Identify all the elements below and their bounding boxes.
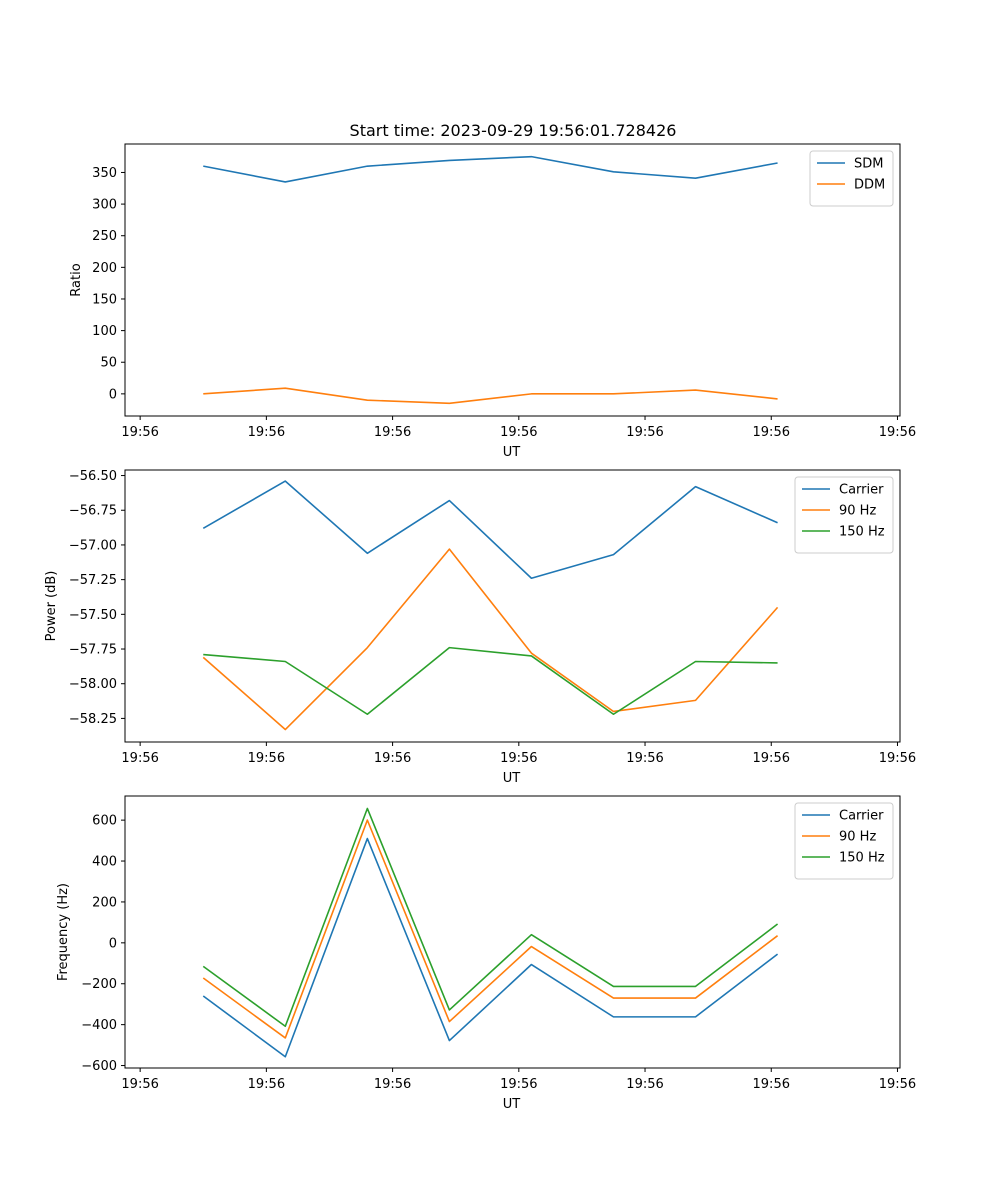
- power-legend-label: 90 Hz: [839, 504, 876, 519]
- ratio-axes-frame: [124, 143, 901, 417]
- power-legend-label: Carrier: [839, 483, 884, 498]
- frequency-y-tick-label: −400: [81, 1018, 117, 1033]
- ratio-y-tick-label: 350: [92, 166, 117, 181]
- power-x-tick-label: 19:56: [121, 751, 158, 766]
- power-x-axis-label: UT: [503, 771, 521, 786]
- ratio-x-tick-label: 19:56: [500, 425, 537, 440]
- frequency-legend-box: [794, 802, 894, 880]
- power-x-tick-label: 19:56: [753, 751, 790, 766]
- frequency-series-90-hz-line: [202, 819, 779, 1039]
- ratio-x-tick-label: 19:56: [626, 425, 663, 440]
- power-legend: Carrier 90 Hz 150 Hz: [794, 476, 894, 554]
- frequency-x-tick-label: 19:56: [879, 1077, 916, 1092]
- ratio-x-axis-label: UT: [503, 445, 521, 460]
- ratio-y-tick-label: 300: [92, 198, 117, 213]
- power-y-tick-label: −56.50: [69, 469, 117, 484]
- frequency-legend-label: 150 Hz: [839, 851, 885, 866]
- power-x-tick-label: 19:56: [248, 751, 285, 766]
- ratio-x-tick-label: 19:56: [248, 425, 285, 440]
- frequency-x-tick-label: 19:56: [248, 1077, 285, 1092]
- ratio-y-tick-label: 200: [92, 261, 117, 276]
- ratio-legend-label: DDM: [854, 178, 885, 193]
- ratio-y-tick-label: 150: [92, 292, 117, 307]
- power-y-tick-label: −57.25: [69, 573, 117, 588]
- frequency-y-axis-label: Frequency (Hz): [56, 883, 71, 981]
- power-x-tick-label: 19:56: [500, 751, 537, 766]
- power-y-tick-label: −57.00: [69, 538, 117, 553]
- frequency-panel: −600 −400 −200 0 200 400 600 19:56 19:56 19:56 19:…: [56, 795, 916, 1112]
- frequency-legend: Carrier 90 Hz 150 Hz: [794, 802, 894, 880]
- power-x-tick-label: 19:56: [879, 751, 916, 766]
- ratio-x-tick-label: 19:56: [374, 425, 411, 440]
- ratio-x-tick-label: 19:56: [879, 425, 916, 440]
- power-y-tick-label: −56.75: [69, 504, 117, 519]
- ratio-legend-box: [809, 150, 894, 207]
- power-series-150-hz-line: [203, 646, 778, 716]
- frequency-axes-frame: [124, 795, 901, 1069]
- power-legend-box: [794, 476, 894, 554]
- power-x-tick-label: 19:56: [374, 751, 411, 766]
- power-y-tick-label: −57.50: [69, 608, 117, 623]
- frequency-x-tick-label: 19:56: [753, 1077, 790, 1092]
- frequency-y-tick-label: 400: [92, 855, 117, 870]
- frequency-legend-label: 90 Hz: [839, 830, 876, 845]
- power-series-carrier-line: [202, 480, 778, 580]
- frequency-series-carrier-line: [202, 837, 779, 1058]
- frequency-x-tick-label: 19:56: [626, 1077, 663, 1092]
- ratio-legend: SDM DDM: [809, 150, 894, 207]
- chart-title: Start time: 2023-09-29 19:56:01.728426: [350, 121, 677, 140]
- ratio-y-tick-label: 0: [109, 387, 117, 402]
- power-y-tick-label: −58.25: [69, 712, 117, 727]
- frequency-legend-label: Carrier: [839, 809, 884, 824]
- power-legend-label: 150 Hz: [839, 525, 885, 540]
- ratio-legend-label: SDM: [854, 157, 883, 172]
- ratio-y-tick-label: 250: [92, 229, 117, 244]
- ratio-series-sdm-line: [203, 155, 778, 183]
- ratio-y-axis-label: Ratio: [69, 263, 84, 296]
- frequency-y-tick-label: 600: [92, 814, 117, 829]
- power-y-axis-label: Power (dB): [44, 571, 59, 642]
- ratio-x-tick-label: 19:56: [121, 425, 158, 440]
- frequency-x-tick-label: 19:56: [374, 1077, 411, 1092]
- power-y-tick-label: −57.75: [69, 643, 117, 658]
- frequency-y-tick-label: 0: [109, 936, 117, 951]
- power-axes-frame: [124, 469, 901, 743]
- power-x-tick-label: 19:56: [626, 751, 663, 766]
- power-panel: −58.25 −58.00 −57.75 −57.50 −57.25 −57.00 −56.…: [44, 469, 916, 786]
- ratio-x-tick-label: 19:56: [753, 425, 790, 440]
- ratio-series-ddm-line: [203, 387, 778, 405]
- frequency-series-150-hz-line: [202, 807, 779, 1028]
- frequency-y-tick-label: −600: [81, 1059, 117, 1074]
- frequency-x-tick-label: 19:56: [121, 1077, 158, 1092]
- ratio-panel: 0 50 100 150 200 250 300 350 19:56 19:56 19:56 19:5…: [69, 143, 916, 460]
- power-y-tick-label: −58.00: [69, 677, 117, 692]
- frequency-y-tick-label: 200: [92, 895, 117, 910]
- ratio-y-tick-label: 50: [100, 356, 117, 371]
- power-series-90-hz-line: [202, 548, 779, 731]
- frequency-x-tick-label: 19:56: [500, 1077, 537, 1092]
- ratio-y-tick-label: 100: [92, 324, 117, 339]
- frequency-x-axis-label: UT: [503, 1097, 521, 1112]
- frequency-y-tick-label: −200: [81, 977, 117, 992]
